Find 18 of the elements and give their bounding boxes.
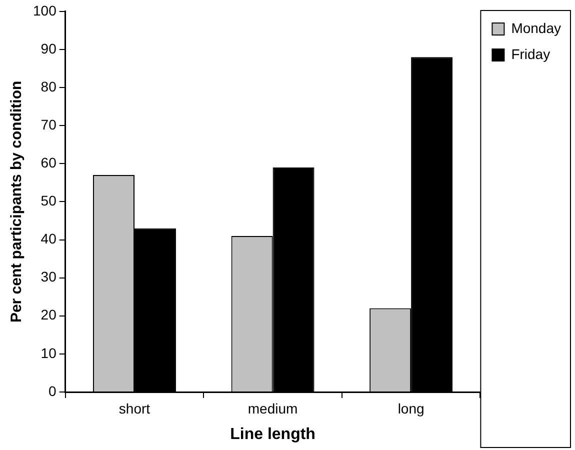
legend-label: Monday xyxy=(511,20,562,36)
y-tick-label: 100 xyxy=(33,2,57,18)
y-tick-label: 70 xyxy=(40,116,57,132)
y-tick-label: 10 xyxy=(40,344,57,361)
y-tick-label: 0 xyxy=(48,382,57,399)
y-tick-label: 20 xyxy=(40,306,57,323)
y-tick-label: 30 xyxy=(40,268,57,285)
x-tick-label: short xyxy=(118,400,150,416)
x-tick-label: medium xyxy=(248,400,298,416)
y-tick-label: 90 xyxy=(40,40,57,56)
y-tick-label: 60 xyxy=(40,154,57,170)
y-axis-title: Per cent participants by condition xyxy=(8,80,26,323)
y-tick-label: 40 xyxy=(40,230,57,247)
x-tick-label: long xyxy=(398,400,424,416)
y-tick-label: 50 xyxy=(40,192,57,209)
legend-label: Friday xyxy=(511,46,550,62)
x-axis-title: Line length xyxy=(230,426,316,443)
y-tick-label: 80 xyxy=(40,78,57,94)
